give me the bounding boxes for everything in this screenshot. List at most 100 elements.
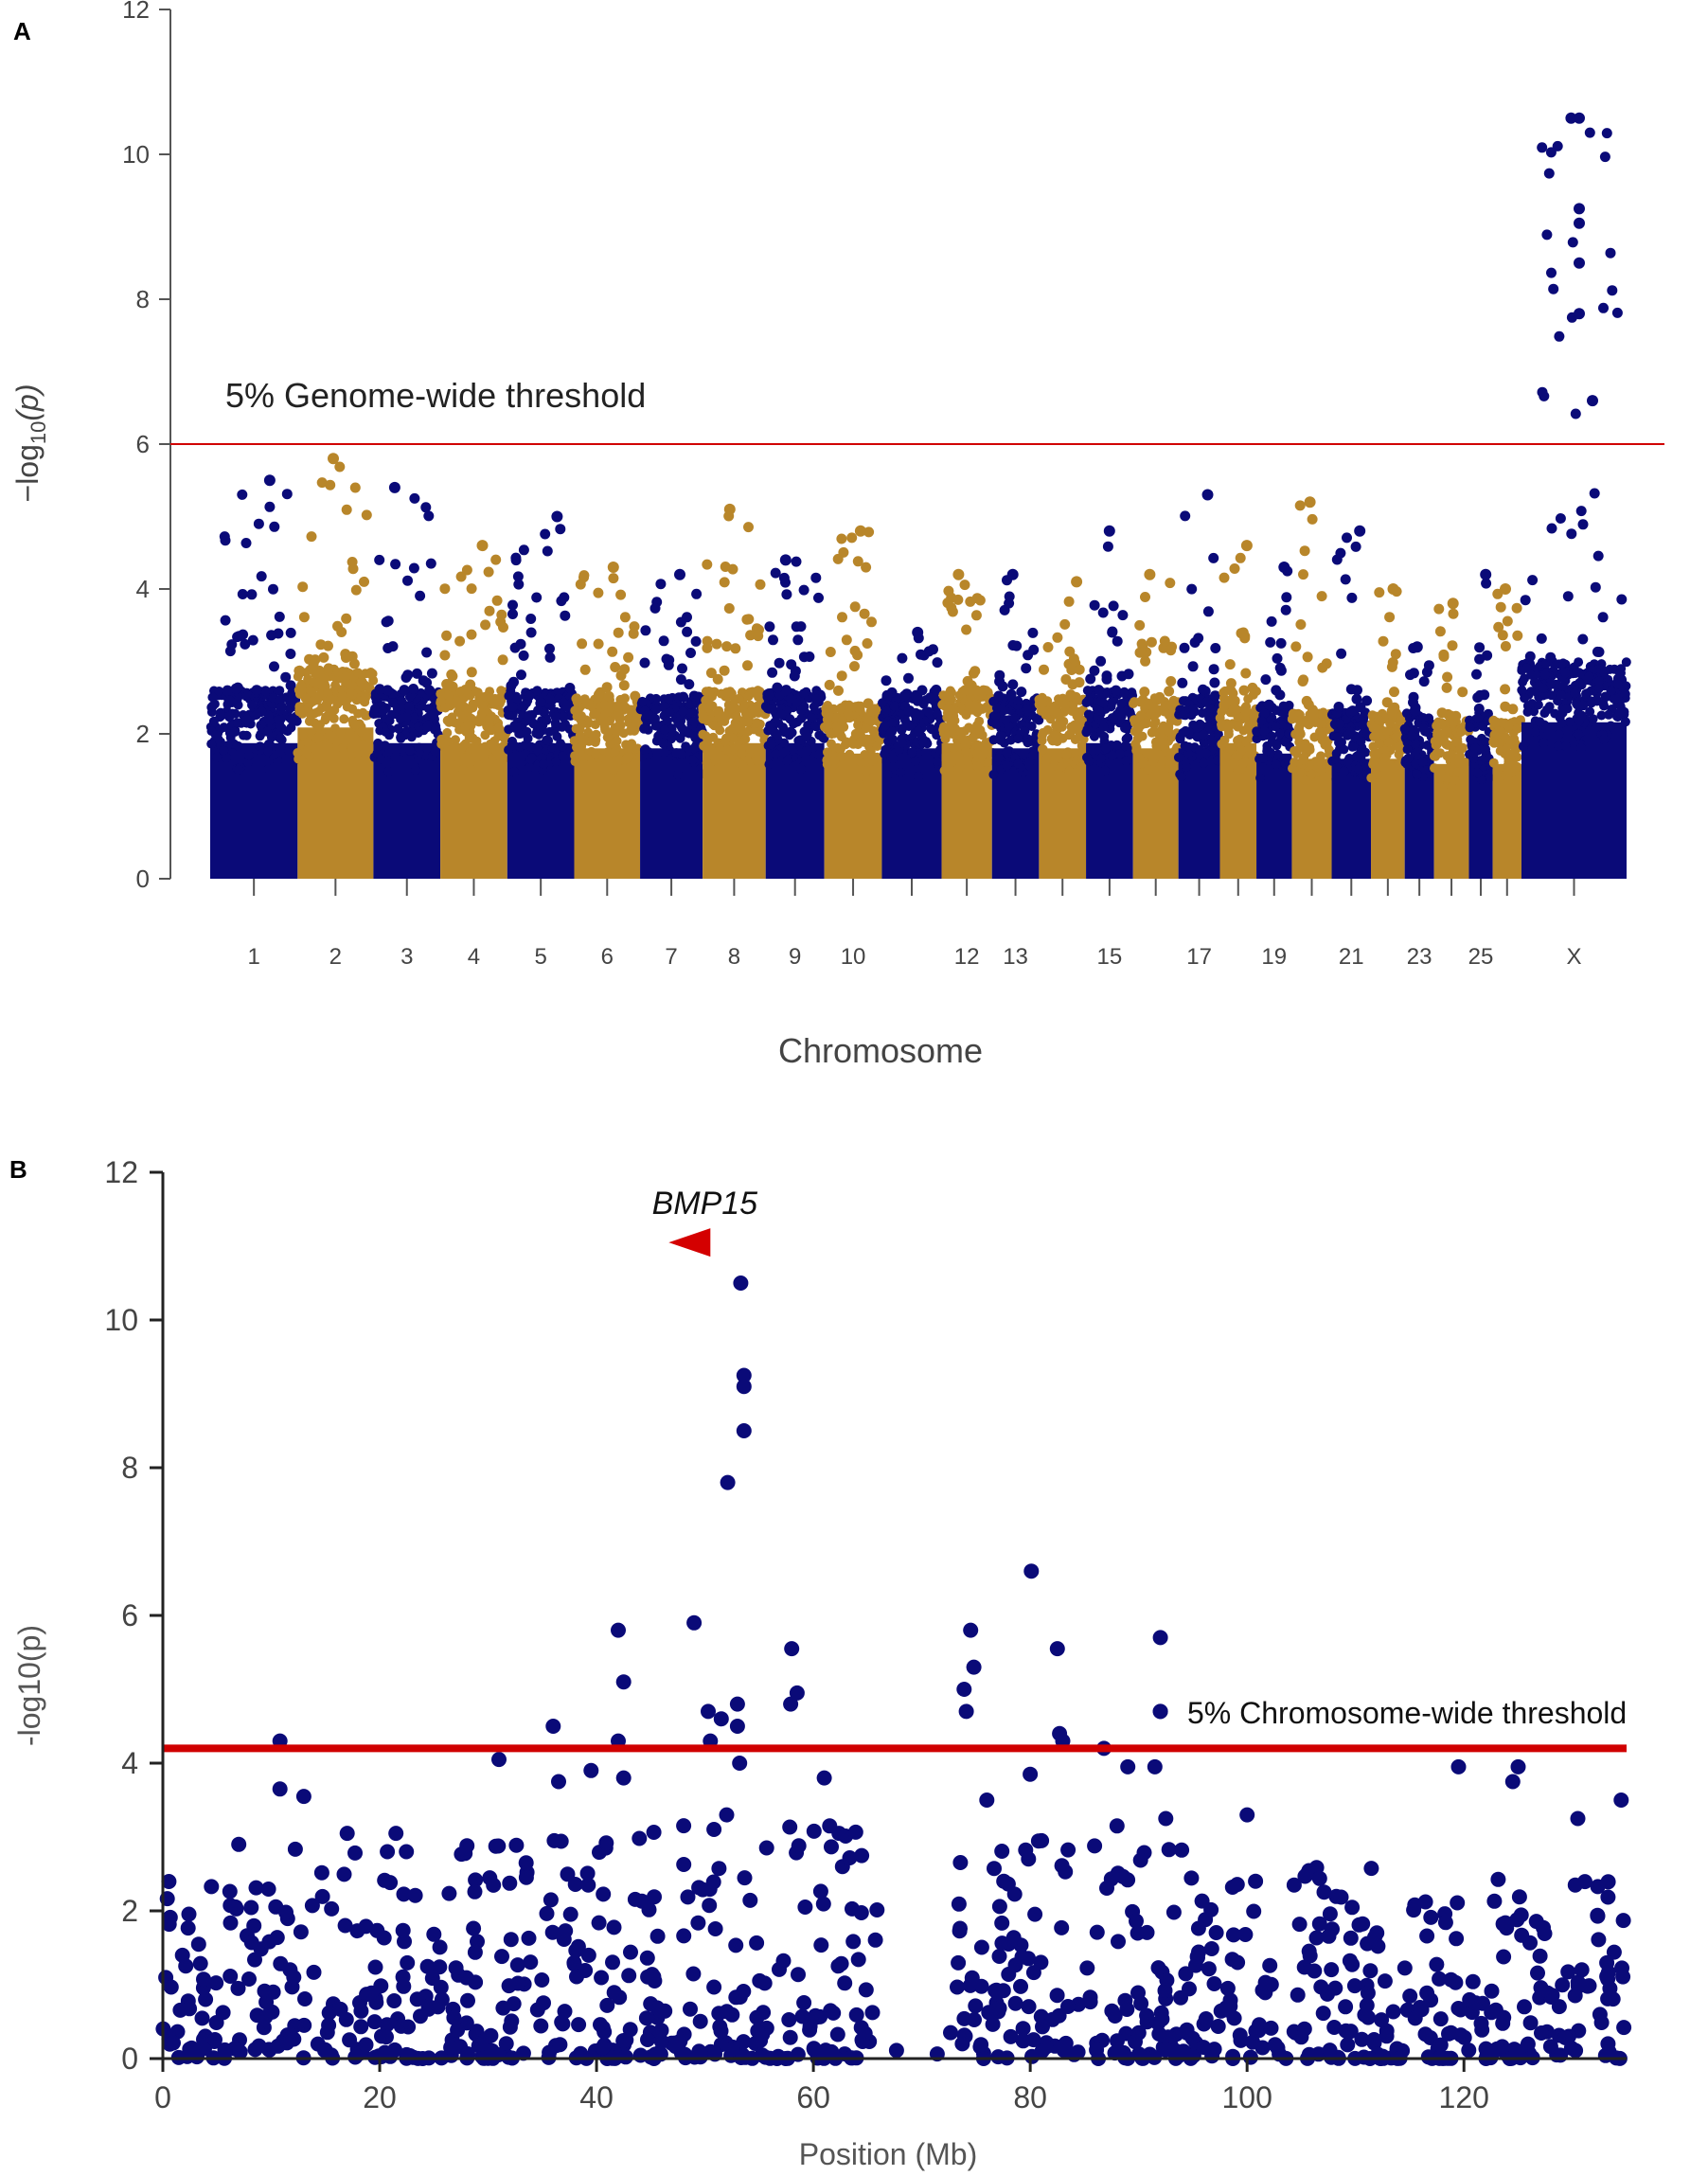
snp-point xyxy=(521,1930,537,1946)
snp-point xyxy=(798,584,810,596)
peak-snp-point xyxy=(854,525,866,537)
snp-point xyxy=(1566,528,1577,540)
snp-point xyxy=(591,749,601,759)
snp-point xyxy=(480,619,491,631)
snp-point xyxy=(593,2017,608,2033)
snp-point xyxy=(222,1883,238,1900)
snp-point xyxy=(1536,633,1547,644)
snp-point xyxy=(455,571,467,582)
snp-point xyxy=(339,1826,355,1842)
snp-point xyxy=(1331,774,1342,784)
snp-point xyxy=(590,720,600,730)
snp-point xyxy=(1063,596,1075,607)
snp-point xyxy=(1239,633,1251,644)
snp-point xyxy=(629,621,640,633)
snp-point xyxy=(721,710,732,721)
peak-snp-point xyxy=(1387,583,1399,595)
snp-point xyxy=(1011,640,1023,651)
snp-point xyxy=(454,635,466,647)
snp-point xyxy=(903,706,914,716)
snp-point xyxy=(1495,1916,1511,1932)
snp-point xyxy=(1574,729,1583,740)
snp-point xyxy=(1368,723,1379,733)
snp-point xyxy=(689,731,700,741)
snp-point xyxy=(1208,664,1219,675)
snp-point xyxy=(536,1995,551,2011)
snp-point xyxy=(1384,612,1396,623)
snp-point xyxy=(822,721,832,731)
chromosome-13-points xyxy=(987,568,1044,879)
snp-point xyxy=(784,1641,800,1657)
snp-point xyxy=(577,638,588,650)
snp-point xyxy=(527,709,538,720)
snp-point xyxy=(1074,677,1085,688)
snp-point xyxy=(401,712,412,722)
chromosome-23-points xyxy=(1399,641,1439,879)
snp-point xyxy=(1555,513,1566,524)
snp-point xyxy=(1296,718,1307,728)
snp-point xyxy=(323,663,334,674)
snp-point xyxy=(988,735,999,745)
snp-point xyxy=(695,1882,711,1898)
snp-point xyxy=(1490,1871,1506,1887)
snp-point xyxy=(1481,744,1491,755)
snp-point xyxy=(1130,2024,1147,2041)
x-tick-label: 9 xyxy=(789,944,801,970)
snp-point xyxy=(742,660,753,671)
snp-point xyxy=(807,713,817,723)
snp-point xyxy=(837,1975,853,1991)
snp-point xyxy=(1345,684,1357,695)
snp-point xyxy=(321,2017,337,2033)
snp-point xyxy=(1473,713,1484,723)
snp-point xyxy=(294,665,305,675)
snp-point xyxy=(789,1685,805,1701)
snp-point xyxy=(1576,711,1587,722)
snp-point xyxy=(317,680,327,690)
snp-point xyxy=(963,1622,979,1638)
snp-point xyxy=(240,538,252,548)
snp-point xyxy=(525,614,537,624)
snp-point xyxy=(1219,735,1230,745)
snp-point xyxy=(1367,1929,1382,1945)
snp-point xyxy=(551,757,561,767)
snp-point xyxy=(968,732,978,742)
snp-point xyxy=(1403,753,1414,763)
snp-point xyxy=(1450,1758,1467,1775)
snp-point xyxy=(285,627,296,638)
snp-point xyxy=(852,650,863,661)
snp-point xyxy=(1140,592,1150,602)
snp-point xyxy=(1313,1979,1329,1995)
peak-snp-point xyxy=(476,540,489,552)
snp-point xyxy=(1555,1977,1571,1993)
snp-point xyxy=(303,737,313,747)
snp-point xyxy=(752,755,762,765)
snp-point xyxy=(791,1967,806,1983)
snp-point xyxy=(325,479,336,490)
snp-point xyxy=(504,710,513,721)
snp-point xyxy=(1505,749,1516,759)
snp-point xyxy=(1537,386,1548,398)
x-tick-label: 6 xyxy=(601,944,614,970)
snp-point xyxy=(1541,705,1552,715)
snp-point xyxy=(1501,733,1511,742)
snp-point xyxy=(1243,694,1254,705)
snp-point xyxy=(1449,1931,1465,1947)
snp-point xyxy=(374,554,385,565)
snp-point xyxy=(1025,1965,1041,1981)
snp-point xyxy=(572,693,582,704)
y-tick-label: 0 xyxy=(136,865,150,893)
snp-point xyxy=(995,1983,1011,1999)
snp-point xyxy=(1013,1978,1028,1994)
snp-point xyxy=(214,687,224,696)
snp-point xyxy=(1232,705,1242,715)
chromosome-1-points xyxy=(205,474,302,879)
snp-point xyxy=(451,735,460,745)
x-tick-label: 19 xyxy=(1261,944,1287,970)
snp-point xyxy=(1601,128,1612,139)
snp-point xyxy=(897,652,908,664)
snp-point xyxy=(638,2010,654,2026)
snp-point xyxy=(383,2048,399,2064)
snp-point xyxy=(973,2037,989,2053)
snp-point xyxy=(284,746,294,756)
snp-point xyxy=(1441,2025,1456,2042)
